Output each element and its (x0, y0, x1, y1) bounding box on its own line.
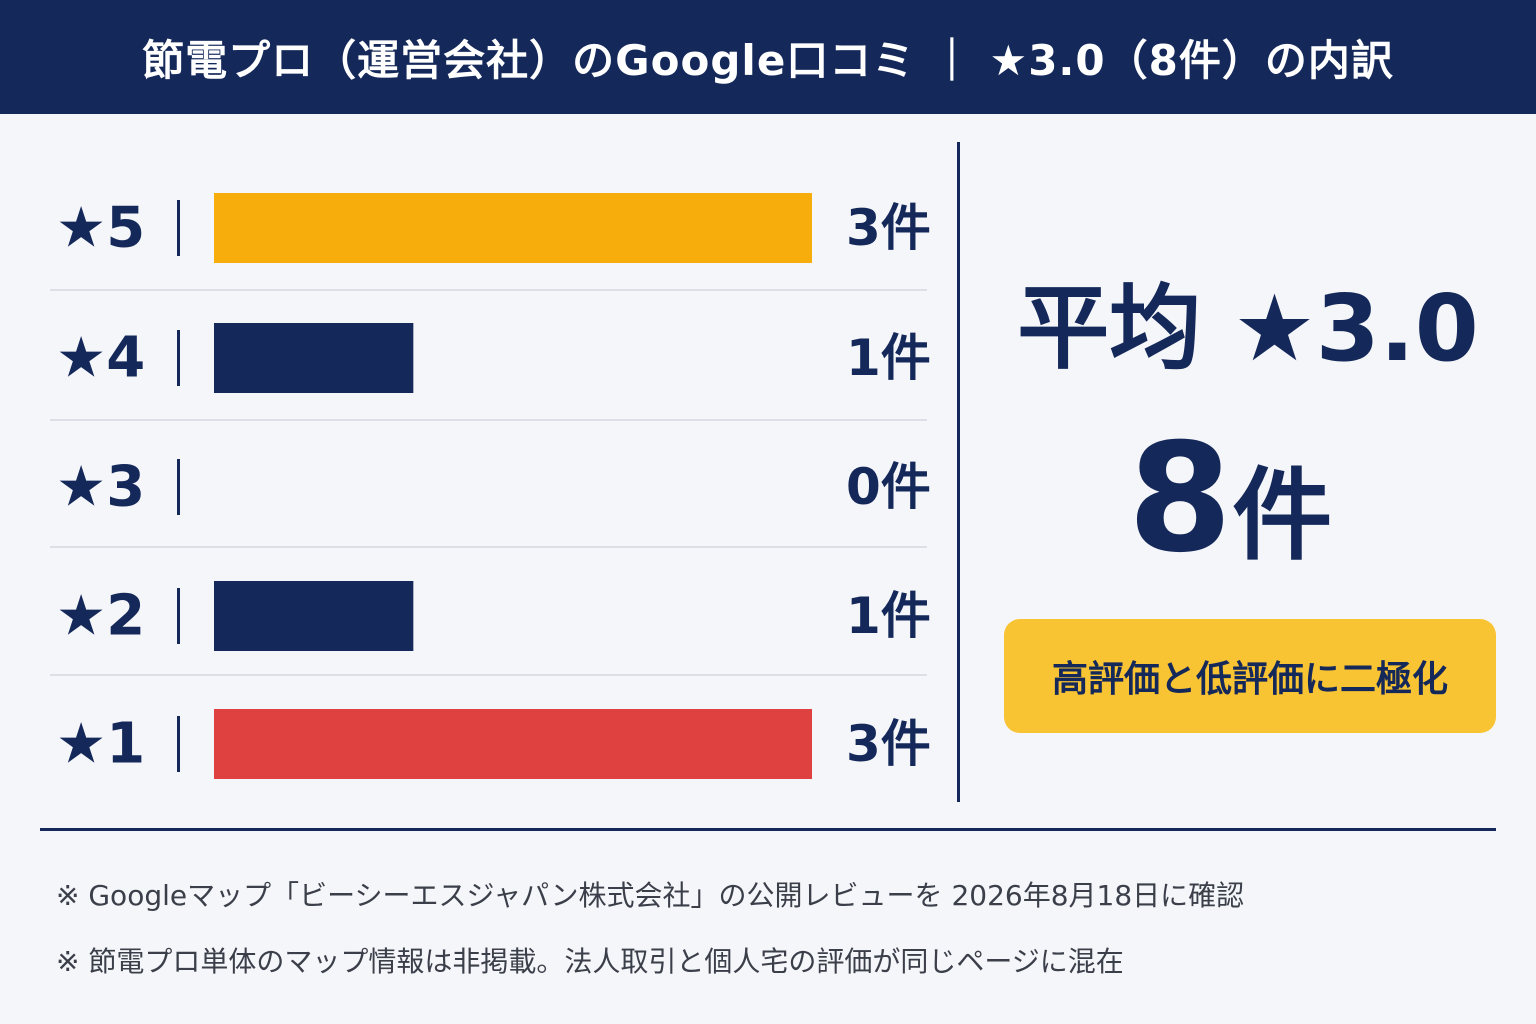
bar (214, 193, 812, 263)
vertical-divider (957, 142, 960, 802)
rating-distribution-chart: ★5 3件 ★4 1件 ★3 0件 ★2 1件 ★1 3件 (50, 193, 931, 779)
bar (214, 581, 414, 651)
axis-tick (177, 716, 180, 772)
axis-tick (177, 200, 180, 256)
total-count: 8件 (960, 419, 1500, 596)
summary-panel: 平均 ★3.0 8件 高評価と低評価に二極化 (960, 114, 1536, 820)
category-label: ★5 (56, 196, 145, 261)
bar (214, 709, 812, 779)
category-label: ★4 (56, 326, 145, 391)
value-label: 0件 (846, 458, 931, 516)
average-rating: 平均 ★3.0 (960, 274, 1536, 384)
value-label: 3件 (846, 715, 931, 773)
value-label: 1件 (846, 587, 931, 645)
footnote-source: ※ Googleマップ「ビーシーエスジャパン株式会社」の公開レビューを 2026… (56, 879, 1245, 912)
header-bar: 節電プロ（運営会社）のGoogle口コミ ｜ ★3.0（8件）の内訳 (0, 0, 1536, 114)
horizontal-divider (40, 828, 1496, 831)
value-label: 3件 (846, 199, 931, 257)
polarization-badge: 高評価と低評価に二極化 (1004, 619, 1496, 733)
axis-tick (177, 459, 180, 515)
axis-tick (177, 330, 180, 386)
category-label: ★1 (56, 712, 145, 777)
total-unit: 件 (1232, 457, 1333, 574)
footnote-caveat: ※ 節電プロ単体のマップ情報は非掲載。法人取引と個人宅の評価が同じページに混在 (56, 945, 1124, 978)
average-label: 平均 (1017, 275, 1202, 382)
category-label: ★3 (56, 455, 145, 520)
category-label: ★2 (56, 584, 145, 649)
value-label: 1件 (846, 329, 931, 387)
page-title: 節電プロ（運営会社）のGoogle口コミ ｜ ★3.0（8件）の内訳 (142, 35, 1394, 85)
total-number: 8 (1127, 412, 1233, 586)
bar (214, 323, 414, 393)
axis-tick (177, 588, 180, 644)
average-value: ★3.0 (1233, 275, 1479, 382)
